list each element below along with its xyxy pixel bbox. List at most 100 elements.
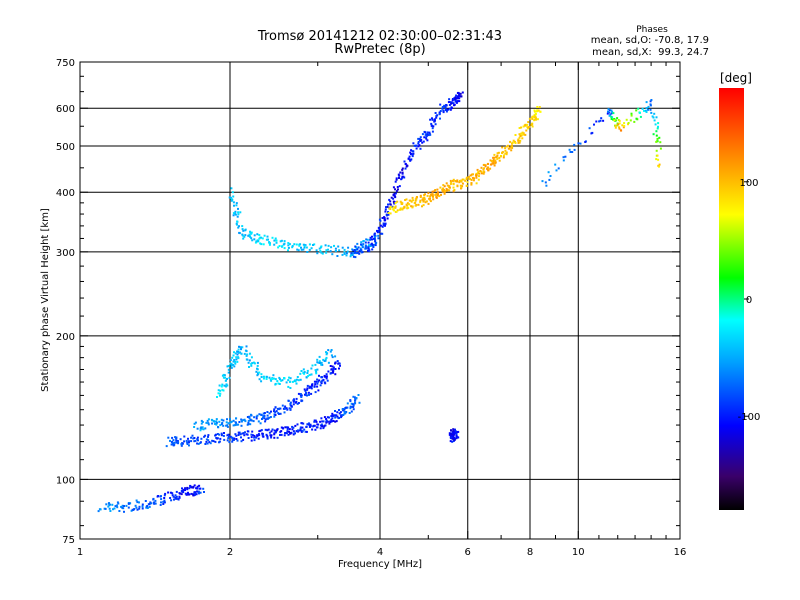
data-point <box>134 504 137 507</box>
data-point <box>215 423 218 426</box>
data-point <box>407 157 410 160</box>
data-point <box>175 497 178 500</box>
data-point <box>247 234 250 237</box>
data-point <box>479 170 482 172</box>
data-point <box>285 432 288 435</box>
data-point <box>504 147 507 150</box>
data-point <box>237 226 240 229</box>
data-point <box>494 159 497 162</box>
data-point <box>429 195 432 198</box>
data-point <box>359 248 362 251</box>
data-point <box>262 435 265 438</box>
data-point <box>246 353 249 356</box>
data-point <box>373 234 376 237</box>
data-point <box>169 491 172 494</box>
data-point <box>287 385 290 388</box>
y-tick-label: 750 <box>56 58 75 69</box>
data-point <box>373 232 376 235</box>
data-point <box>424 193 426 196</box>
data-point <box>455 97 458 100</box>
data-point <box>332 366 335 369</box>
data-point <box>264 428 267 431</box>
data-point <box>448 186 451 189</box>
data-point <box>534 110 536 113</box>
data-point <box>173 443 176 446</box>
data-point <box>331 253 334 256</box>
data-point <box>167 436 170 439</box>
data-point <box>260 236 263 239</box>
data-point <box>180 443 183 446</box>
data-point <box>496 154 499 157</box>
data-point <box>179 438 182 441</box>
data-point <box>384 208 387 211</box>
data-point <box>445 189 448 192</box>
data-point <box>401 167 404 170</box>
y-axis-ticks: 75 100 200 300 400 500 600 750 <box>56 58 680 546</box>
data-point <box>623 125 626 127</box>
data-point <box>296 248 299 251</box>
data-point <box>352 406 355 408</box>
data-point <box>451 99 454 102</box>
data-point <box>302 422 305 425</box>
data-point <box>357 394 360 396</box>
data-point <box>350 253 353 256</box>
data-point <box>471 176 474 179</box>
data-point <box>329 250 332 253</box>
data-point <box>222 376 225 379</box>
data-point <box>334 420 337 423</box>
data-point <box>393 209 395 212</box>
data-point <box>146 507 149 509</box>
data-point <box>190 492 193 495</box>
data-point <box>401 172 404 175</box>
data-point <box>236 353 239 356</box>
data-point <box>490 163 493 166</box>
data-point <box>228 422 231 425</box>
data-point <box>273 433 276 436</box>
data-point <box>242 229 245 232</box>
data-point <box>608 109 611 112</box>
data-point <box>399 208 402 211</box>
data-point <box>241 225 244 228</box>
data-point <box>445 110 448 113</box>
data-point <box>454 428 456 431</box>
data-point <box>261 418 263 420</box>
data-point <box>650 111 653 114</box>
data-point <box>616 117 619 120</box>
data-point <box>366 238 369 241</box>
data-point <box>174 436 177 439</box>
data-point <box>237 351 240 354</box>
data-point <box>453 103 456 106</box>
data-point <box>393 194 396 197</box>
data-point <box>326 420 329 423</box>
data-point <box>519 139 522 142</box>
data-point <box>258 371 261 374</box>
data-point <box>491 162 494 165</box>
data-point <box>311 384 314 386</box>
data-point <box>403 206 406 209</box>
data-point <box>434 112 437 114</box>
data-point <box>202 428 205 431</box>
data-point <box>467 176 470 178</box>
data-point <box>233 204 235 207</box>
data-point <box>454 180 457 183</box>
data-point <box>415 198 418 201</box>
data-point <box>281 245 284 248</box>
data-point <box>107 502 110 505</box>
data-point <box>395 177 398 180</box>
data-point <box>260 376 263 378</box>
data-point <box>458 94 461 97</box>
data-point <box>643 109 645 112</box>
data-point <box>655 134 658 137</box>
data-point <box>358 250 361 253</box>
data-point <box>120 505 123 508</box>
data-point <box>258 413 261 416</box>
data-point <box>448 189 451 192</box>
data-point <box>432 198 435 201</box>
data-point <box>327 361 330 364</box>
data-point <box>196 427 199 430</box>
data-point <box>281 404 284 407</box>
data-point <box>298 244 301 247</box>
data-point <box>338 367 340 370</box>
data-point <box>434 193 437 196</box>
data-point <box>377 234 380 237</box>
